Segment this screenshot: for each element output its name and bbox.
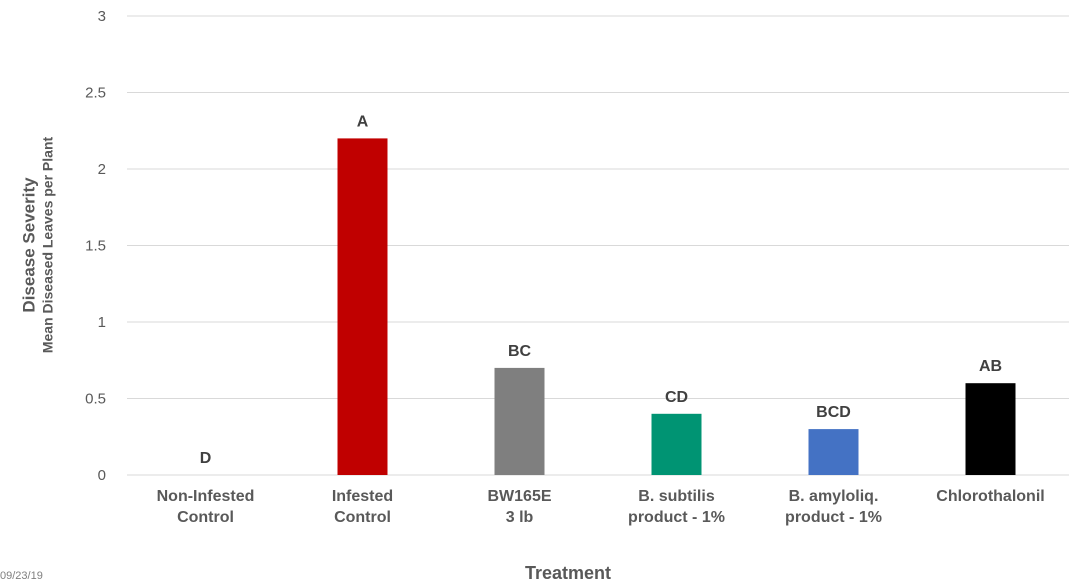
data-label: CD (665, 389, 688, 406)
bar (651, 413, 702, 475)
x-tick-label: B. amyloliq. (789, 488, 879, 505)
y-axis-label: Disease Severity Mean Diseased Leaves pe… (20, 137, 57, 353)
y-tick-label: 1.5 (85, 238, 106, 255)
x-tick-label: Chlorothalonil (936, 488, 1044, 505)
y-tick-label: 3 (98, 8, 106, 25)
data-label: A (357, 113, 369, 130)
x-tick-labels: Non-Infested Control Infested Control BW165E… (157, 488, 1045, 526)
data-label: BC (508, 343, 532, 360)
x-tick-label: BW165E (487, 488, 551, 505)
bar (808, 429, 859, 475)
data-label: D (200, 450, 212, 467)
x-tick-label: product - 1% (785, 509, 882, 526)
y-tick-label: 2 (98, 161, 106, 178)
data-label: AB (979, 358, 1002, 375)
x-tick-label: 3 lb (506, 509, 534, 526)
y-axis-label-line2: Mean Diseased Leaves per Plant (39, 136, 56, 354)
data-label: BCD (816, 404, 851, 421)
y-tick-labels: 0 0.5 1 1.5 2 2.5 3 (85, 8, 106, 484)
x-tick-label: Infested (332, 488, 393, 505)
y-axis-label-line1: Disease Severity (19, 177, 39, 313)
bars (337, 138, 1016, 475)
x-tick-label: Non-Infested (157, 488, 255, 505)
y-tick-label: 0 (98, 467, 106, 484)
x-axis-label: Treatment (524, 563, 612, 583)
footer-date: 09/23/19 (0, 570, 43, 582)
y-tick-label: 1 (98, 314, 106, 331)
bar (965, 383, 1016, 475)
bar (494, 367, 545, 475)
x-tick-label: product - 1% (628, 509, 725, 526)
x-tick-label: Control (334, 509, 391, 526)
x-tick-label: B. subtilis (638, 488, 715, 505)
y-tick-label: 2.5 (85, 85, 106, 102)
bar (337, 138, 388, 475)
x-tick-label: Control (177, 509, 234, 526)
gridlines (127, 15, 1069, 476)
y-axis-label-container: Disease Severity Mean Diseased Leaves pe… (0, 0, 70, 480)
data-labels: D A BC CD BCD AB (200, 113, 1002, 467)
y-tick-label: 0.5 (85, 391, 106, 408)
